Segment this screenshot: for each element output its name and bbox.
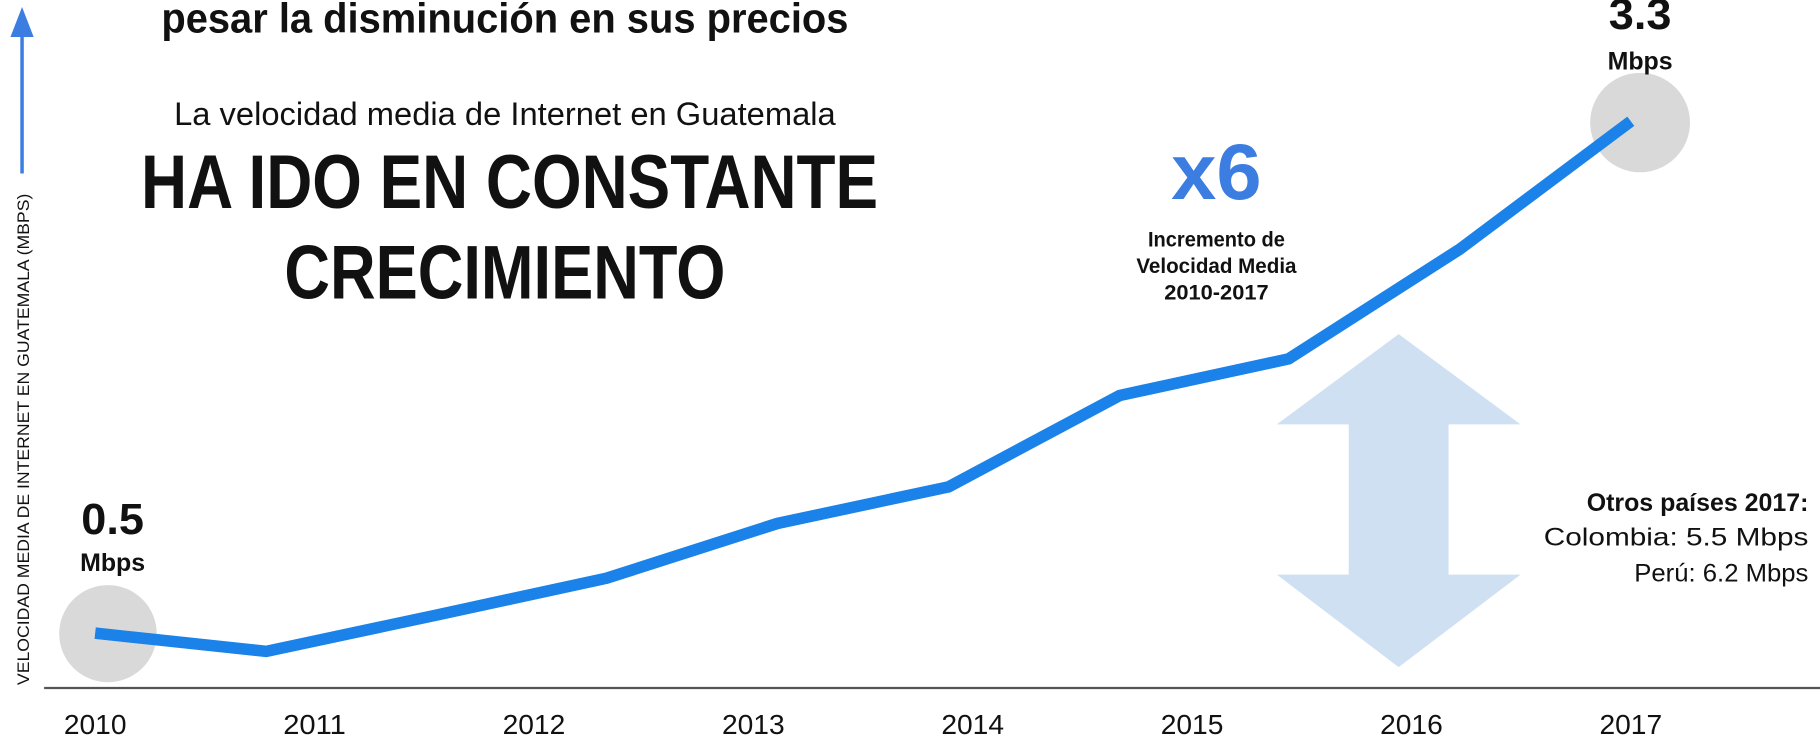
end-highlight — [1590, 72, 1690, 173]
start-unit: Mbps — [80, 549, 145, 577]
range-arrow — [1276, 334, 1521, 668]
headline: HA IDO EN CONSTANTE — [141, 140, 878, 225]
x-tick-label: 2011 — [283, 709, 346, 740]
x-tick-label: 2016 — [1380, 709, 1443, 740]
x-tick-label: 2015 — [1161, 709, 1224, 740]
x-tick-label: 2013 — [722, 709, 785, 740]
multiplier-note: Velocidad Media — [1136, 255, 1297, 278]
others-item: Colombia: 5.5 Mbps — [1544, 524, 1809, 552]
x-tick-label: 2014 — [941, 709, 1004, 740]
x-tick-label: 2017 — [1599, 709, 1662, 740]
multiplier-note: 2010-2017 — [1164, 282, 1268, 305]
multiplier: x6 — [1171, 128, 1262, 216]
multiplier-note: Incremento de — [1148, 228, 1285, 251]
x-tick-label: 2012 — [503, 709, 566, 740]
end-unit: Mbps — [1608, 47, 1673, 75]
others-item: Perú: 6.2 Mbps — [1634, 560, 1808, 588]
x-tick-label: 2010 — [64, 709, 127, 740]
y-axis-arrow-head — [10, 6, 34, 37]
end-value-label: 3.3 — [1609, 0, 1672, 39]
subtitle: La velocidad media de Internet en Guatem… — [174, 96, 837, 132]
others-title: Otros países 2017: — [1587, 489, 1809, 517]
y-axis-label: VELOCIDAD MEDIA DE INTERNET EN GUATEMALA… — [15, 194, 33, 685]
chart-title: pesar la disminución en sus precios — [161, 0, 848, 41]
headline: CRECIMIENTO — [284, 230, 725, 315]
data-line — [94, 116, 1635, 658]
start-value-label: 0.5 — [81, 495, 144, 544]
